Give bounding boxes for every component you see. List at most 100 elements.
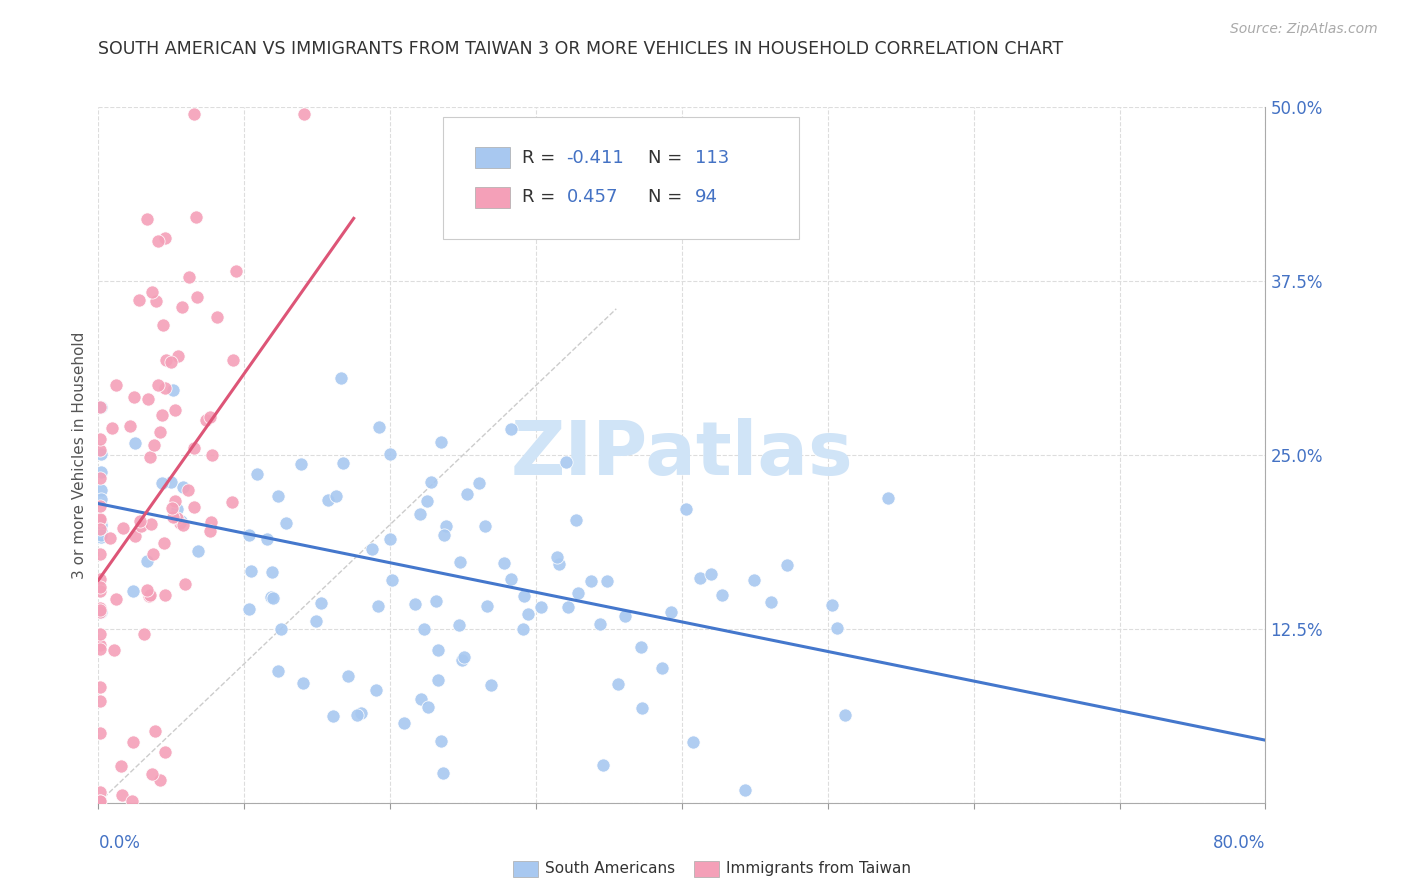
Point — [121, 794, 143, 808]
Point — [834, 708, 856, 723]
Point — [159, 355, 181, 369]
Point — [142, 547, 165, 561]
Point — [270, 622, 292, 636]
Point — [322, 708, 344, 723]
Point — [557, 600, 579, 615]
Point — [90, 465, 112, 479]
Point — [89, 584, 111, 599]
Point — [607, 677, 630, 691]
Point — [90, 518, 112, 533]
Point — [89, 603, 111, 617]
Point — [260, 591, 283, 605]
Point — [292, 107, 315, 121]
Text: Source: ZipAtlas.com: Source: ZipAtlas.com — [1230, 22, 1378, 37]
Point — [89, 680, 111, 694]
Point — [651, 661, 673, 675]
Point — [167, 349, 190, 363]
Point — [494, 556, 516, 570]
Point — [165, 403, 187, 417]
Point — [200, 515, 222, 529]
Point — [198, 524, 221, 538]
Point — [90, 447, 112, 461]
Point — [89, 471, 111, 485]
Text: 113: 113 — [695, 149, 728, 167]
Point — [378, 533, 401, 547]
Point — [89, 600, 111, 615]
Point — [166, 510, 188, 524]
Point — [121, 583, 143, 598]
Point — [183, 107, 205, 121]
Point — [183, 441, 205, 455]
Point — [89, 694, 111, 708]
Text: N =: N = — [648, 149, 688, 167]
Point — [136, 582, 159, 597]
Point — [150, 475, 173, 490]
Point — [89, 641, 111, 656]
Point — [433, 527, 456, 541]
Point — [392, 715, 415, 730]
Point — [121, 735, 143, 749]
Point — [547, 558, 569, 572]
Text: 94: 94 — [695, 188, 717, 206]
Point — [89, 580, 111, 594]
Point — [821, 598, 844, 612]
Point — [90, 605, 112, 619]
Point — [366, 683, 388, 698]
Point — [468, 476, 491, 491]
Point — [290, 457, 312, 471]
Text: Immigrants from Taiwan: Immigrants from Taiwan — [727, 862, 911, 877]
Point — [595, 574, 617, 588]
Point — [450, 653, 472, 667]
Point — [761, 595, 783, 609]
Point — [427, 673, 450, 687]
Point — [449, 618, 471, 632]
Point — [420, 475, 443, 490]
Point — [546, 549, 568, 564]
Point — [89, 400, 111, 414]
Point — [135, 554, 157, 568]
Point — [101, 421, 124, 435]
Point — [129, 518, 152, 533]
Point — [554, 455, 576, 469]
Point — [742, 573, 765, 587]
Point — [90, 483, 112, 497]
Point — [155, 588, 177, 602]
Point — [153, 381, 176, 395]
Point — [430, 435, 453, 450]
Point — [195, 413, 218, 427]
Point — [136, 392, 159, 406]
Point — [89, 794, 111, 808]
Point — [172, 300, 194, 314]
Text: 0.0%: 0.0% — [98, 834, 141, 852]
Point — [630, 640, 652, 655]
Point — [139, 588, 162, 602]
Point — [177, 483, 200, 497]
Point — [291, 675, 314, 690]
Point — [160, 500, 183, 515]
Text: 80.0%: 80.0% — [1213, 834, 1265, 852]
Point — [479, 678, 502, 692]
Text: South Americans: South Americans — [546, 862, 675, 877]
Point — [256, 533, 278, 547]
Text: ZIPatlas: ZIPatlas — [510, 418, 853, 491]
Point — [141, 766, 163, 780]
Point — [139, 450, 162, 464]
Point — [430, 733, 453, 747]
Point — [689, 570, 711, 584]
Point — [89, 785, 111, 799]
Point — [143, 438, 166, 452]
Point — [89, 794, 111, 808]
Point — [153, 745, 176, 759]
Point — [198, 409, 221, 424]
Point — [260, 565, 283, 579]
Point — [246, 467, 269, 481]
Point — [267, 489, 290, 503]
Point — [90, 524, 112, 538]
Point — [89, 499, 111, 513]
Point — [150, 408, 173, 422]
Point — [415, 494, 437, 508]
Point — [89, 547, 111, 561]
Point — [325, 489, 347, 503]
Point — [434, 519, 457, 533]
Point — [143, 723, 166, 738]
